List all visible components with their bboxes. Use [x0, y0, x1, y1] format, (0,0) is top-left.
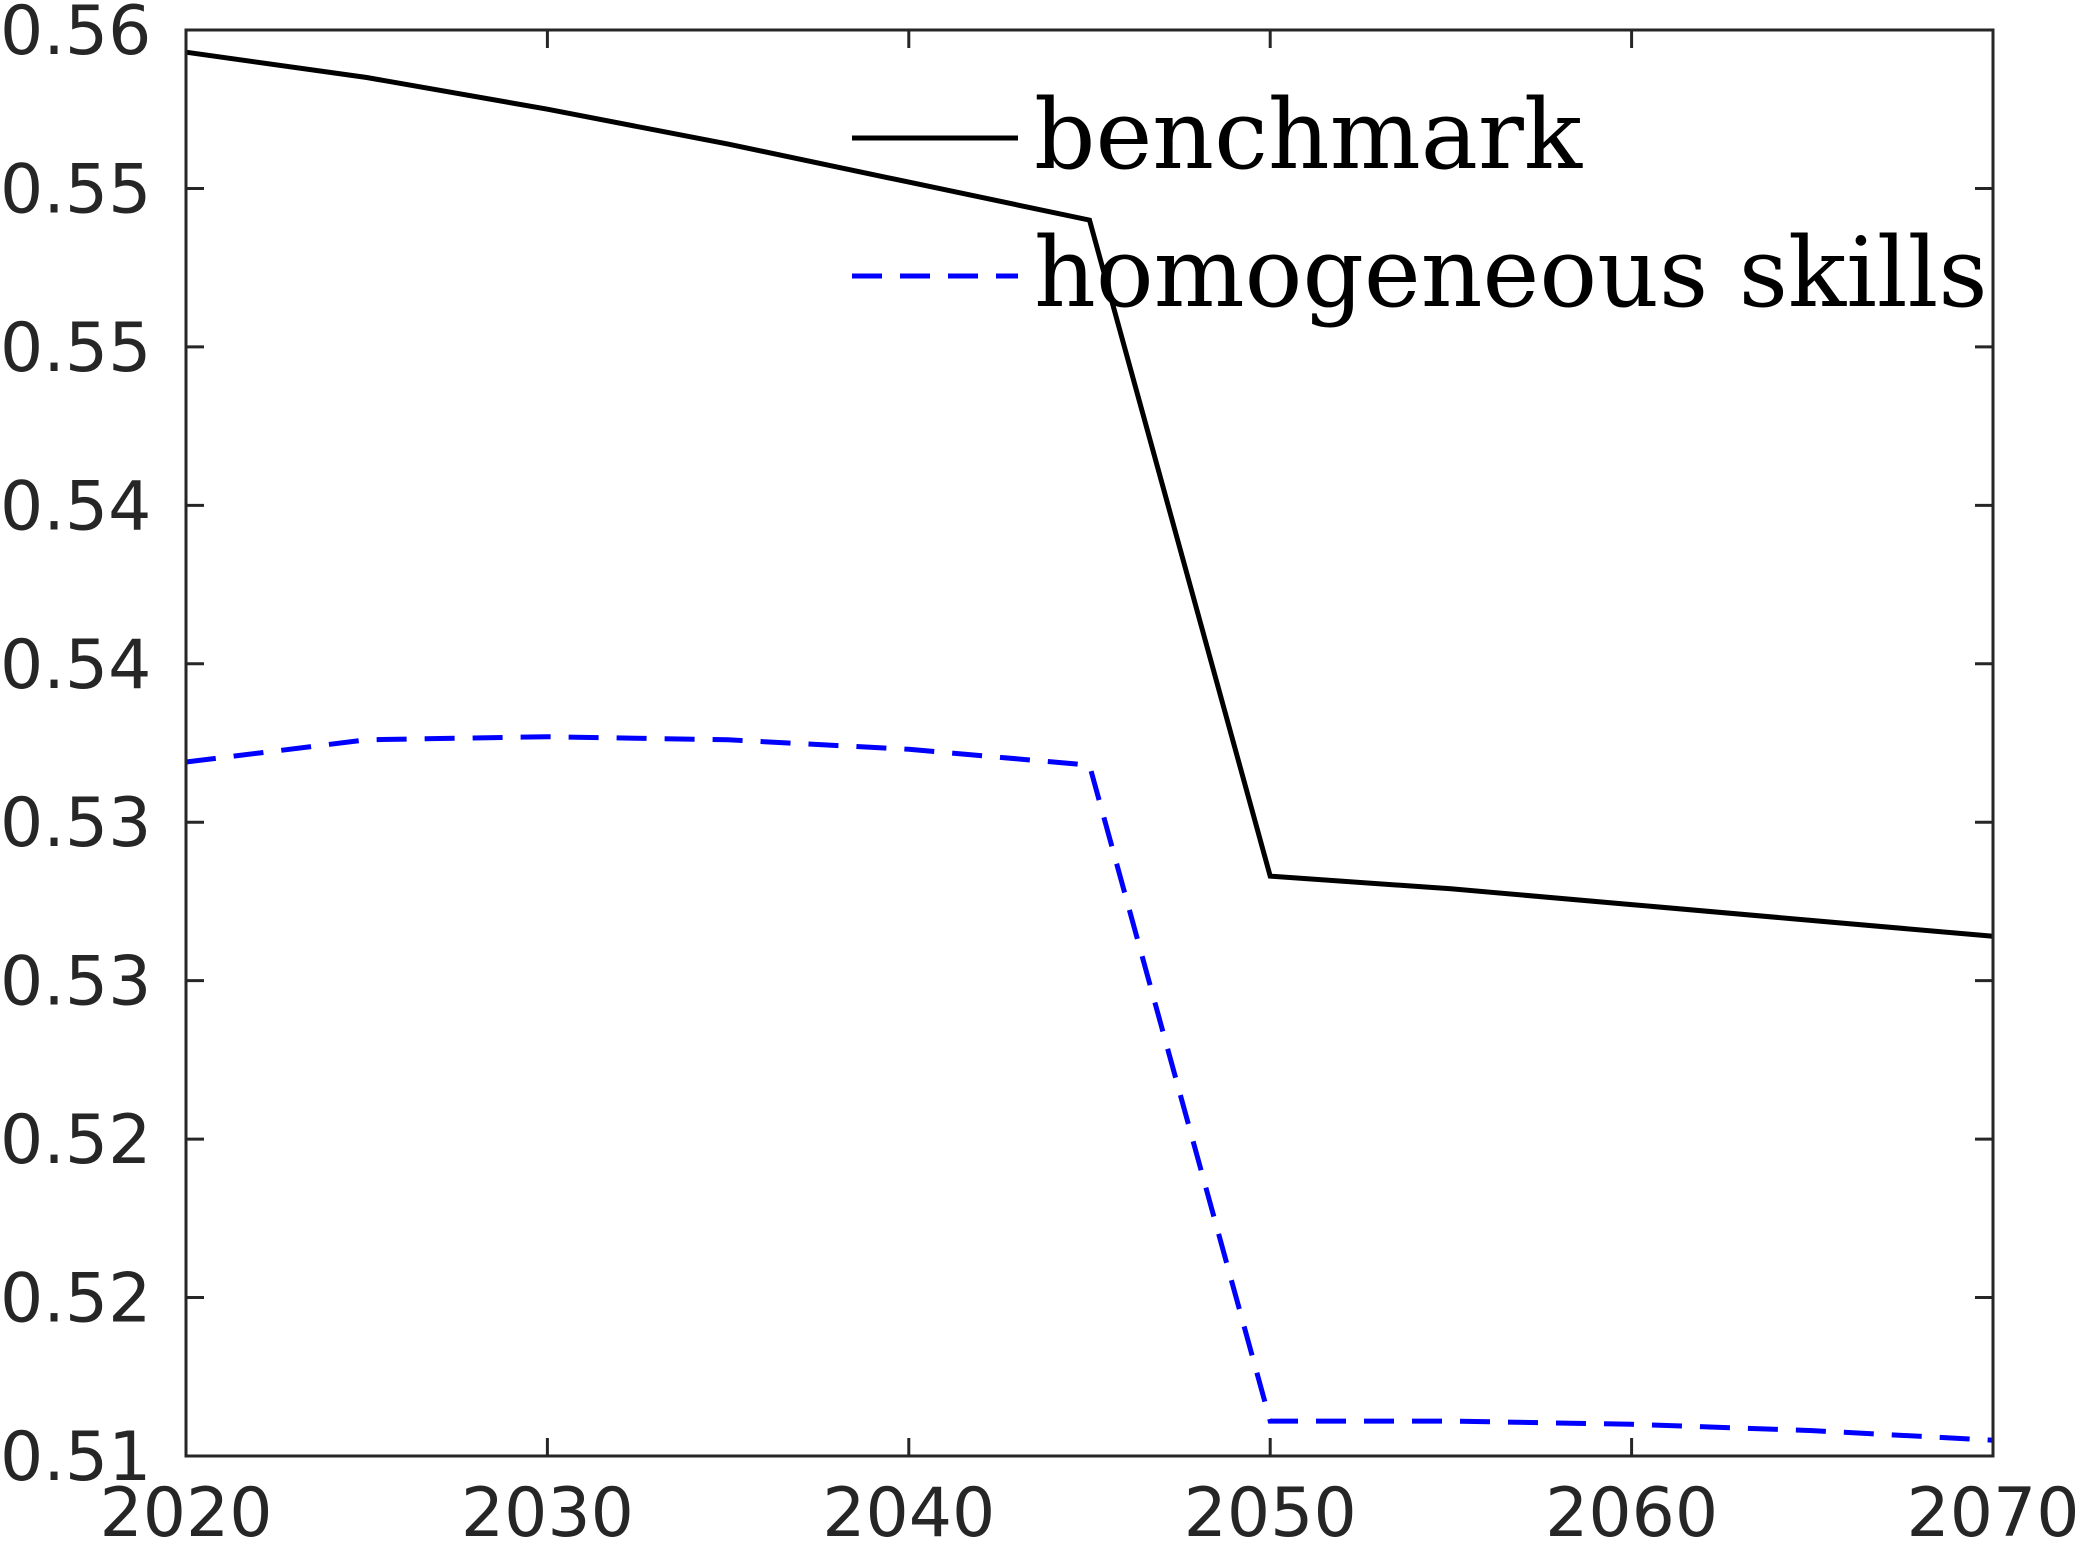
y-tick-label: 0.54 [0, 626, 151, 705]
series-line-1 [185, 734, 1994, 1443]
y-tick-label: 0.54 [0, 467, 151, 546]
x-tick-label: 2040 [822, 1474, 995, 1553]
x-tick-label: 2030 [461, 1474, 634, 1553]
legend: benchmark homogeneous skills [852, 79, 1988, 329]
y-tick-label: 0.51 [0, 1418, 151, 1497]
y-tick-label: 0.52 [0, 1101, 151, 1180]
y-tick-label: 0.56 [0, 0, 151, 71]
series-layer [185, 49, 1994, 1443]
series-line-0 [185, 49, 1994, 939]
legend-label-1: homogeneous skills [1034, 217, 1988, 329]
x-tick-label: 2050 [1184, 1474, 1357, 1553]
axes-box [184, 28, 1995, 1458]
legend-label-0: benchmark [1034, 79, 1583, 191]
x-tick-label: 2020 [99, 1474, 272, 1553]
y-tick-label: 0.55 [0, 150, 151, 229]
y-tick-label: 0.53 [0, 784, 151, 863]
x-tick-label: 2070 [1906, 1474, 2079, 1553]
x-tick-label: 2060 [1545, 1474, 1718, 1553]
y-tick-label: 0.55 [0, 309, 151, 388]
y-tick-label: 0.52 [0, 1260, 151, 1339]
y-tick-label: 0.53 [0, 943, 151, 1022]
